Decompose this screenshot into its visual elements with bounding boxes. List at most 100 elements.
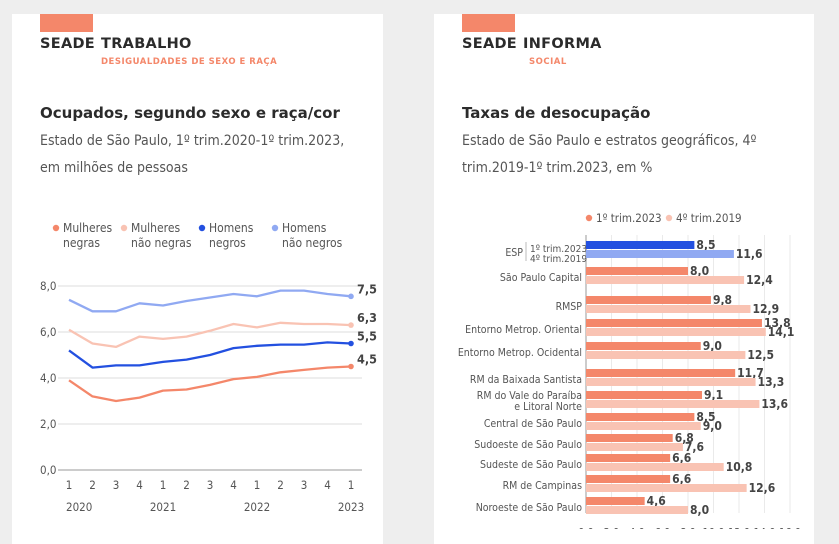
bar — [586, 422, 701, 430]
bar — [586, 267, 688, 275]
bar — [586, 443, 683, 451]
category-label: Sudoeste de São Paulo — [474, 439, 582, 451]
x-tick-label: 4 — [136, 478, 143, 492]
bar — [586, 342, 701, 350]
x-tick-label: 4,0 — [629, 526, 645, 529]
x-tick-label: 3 — [113, 478, 120, 492]
x-tick-label: 2 — [89, 478, 96, 492]
category-label: RM de Campinas — [503, 480, 583, 492]
brand-sub: TRABALHO — [101, 36, 192, 52]
series-line — [68, 341, 352, 369]
category-label: Entorno Metrop. Oriental — [465, 324, 582, 336]
x-tick-label: 10,0 — [702, 526, 724, 529]
brand-sub: INFORMA — [523, 36, 602, 52]
chart-subtitle: Estado de São Paulo e estratos geográfic… — [462, 133, 757, 176]
x-tick-label: 8,0 — [680, 526, 696, 529]
bar — [586, 296, 711, 304]
data-label: 8,5 — [696, 238, 715, 252]
series-end-point — [348, 340, 354, 347]
legend-label: Homens — [282, 221, 327, 235]
x-tick-label: 4 — [324, 478, 331, 492]
legend-label: não negros — [282, 236, 343, 250]
data-label: 13,3 — [758, 375, 785, 389]
data-label: 13,8 — [764, 316, 791, 330]
legend-marker — [198, 224, 206, 232]
category-label: ESP — [505, 247, 523, 259]
left-panel: SEADE TRABALHO DESIGUALDADES DE SEXO E RA… — [12, 14, 383, 544]
x-tick-label: 1 — [348, 478, 355, 492]
bar — [586, 454, 671, 462]
category-sublabel: 4º trim.2019 — [530, 254, 587, 265]
data-label: 13,6 — [761, 397, 788, 411]
bar — [586, 241, 695, 249]
x-tick-label: 0,0 — [578, 526, 594, 529]
x-tick-label: 6,0 — [655, 526, 671, 529]
data-label: 7,5 — [357, 281, 377, 296]
legend-marker — [271, 224, 279, 232]
category-label: RM da Baixada Santista — [470, 374, 582, 386]
legend-label: Mulheres — [131, 221, 180, 235]
category-label: Central de São Paulo — [484, 418, 582, 430]
bar — [586, 391, 703, 399]
x-tick-label: 3 — [207, 478, 214, 492]
bar — [586, 351, 746, 359]
brand-accent-bar — [462, 14, 515, 32]
legend-label: não negras — [131, 236, 192, 250]
category-label: São Paulo Capital — [500, 272, 582, 284]
data-label: 9,0 — [703, 339, 722, 353]
data-label: 6,3 — [357, 310, 377, 325]
data-label: 5,5 — [357, 329, 377, 344]
legend-label: 1º trim.2023 — [596, 211, 662, 225]
y-tick-label: 0,0 — [40, 463, 56, 477]
category-label: Sudeste de São Paulo — [480, 459, 582, 471]
data-label: 6,6 — [672, 451, 691, 465]
category-label: Noroeste de São Paulo — [476, 502, 583, 514]
data-label: 11,6 — [736, 247, 763, 261]
x-tick-label: 1 — [254, 478, 261, 492]
chart-title: Ocupados, segundo sexo e raça/cor — [40, 104, 340, 122]
bar — [586, 484, 747, 492]
data-label: 8,0 — [690, 503, 709, 517]
y-tick-label: 6,0 — [40, 325, 56, 339]
x-year-label: 2020 — [66, 500, 92, 514]
category-label: RM do Vale do Paraíba — [477, 390, 582, 402]
series-line — [68, 321, 352, 349]
data-label: 6,6 — [672, 472, 691, 486]
x-tick-label: 2 — [277, 478, 284, 492]
legend-label: negros — [209, 236, 246, 250]
y-tick-label: 2,0 — [40, 417, 56, 431]
data-label: 11,7 — [737, 366, 764, 380]
x-tick-label: 12,0 — [728, 526, 750, 529]
data-label: 9,1 — [704, 388, 723, 402]
category-label: e Litoral Norte — [514, 401, 582, 413]
x-tick-label: 1 — [160, 478, 167, 492]
data-label: 8,0 — [690, 264, 709, 278]
data-label: 9,8 — [713, 293, 732, 307]
x-tick-label: 1 — [66, 478, 73, 492]
x-tick-label: 3 — [301, 478, 308, 492]
data-label: 6,8 — [675, 431, 694, 445]
category-sublabel: 1º trim.2023 — [530, 244, 587, 255]
data-label: 4,5 — [357, 352, 377, 367]
right-panel: SEADE INFORMA SOCIAL Taxas de desocupação… — [434, 14, 814, 544]
y-tick-label: 8,0 — [40, 279, 56, 293]
x-year-label: 2023 — [338, 500, 364, 514]
x-tick-label: 2,0 — [604, 526, 620, 529]
bar — [586, 506, 688, 514]
legend-marker — [665, 214, 673, 222]
bar — [586, 328, 766, 336]
data-label: 7,6 — [685, 440, 704, 454]
category-label: Entorno Metrop. Ocidental — [458, 347, 582, 359]
data-label: 12,5 — [747, 348, 774, 362]
legend-label: Mulheres — [63, 221, 112, 235]
bar — [586, 434, 673, 442]
bar — [586, 413, 695, 421]
data-label: 12,4 — [746, 273, 773, 287]
brand-accent-bar — [40, 14, 93, 32]
series-end-point — [348, 293, 354, 300]
section-label: SOCIAL — [529, 57, 567, 67]
legend-label: Homens — [209, 221, 254, 235]
bar — [586, 319, 762, 327]
brand-logo: SEADE INFORMA — [462, 36, 602, 52]
